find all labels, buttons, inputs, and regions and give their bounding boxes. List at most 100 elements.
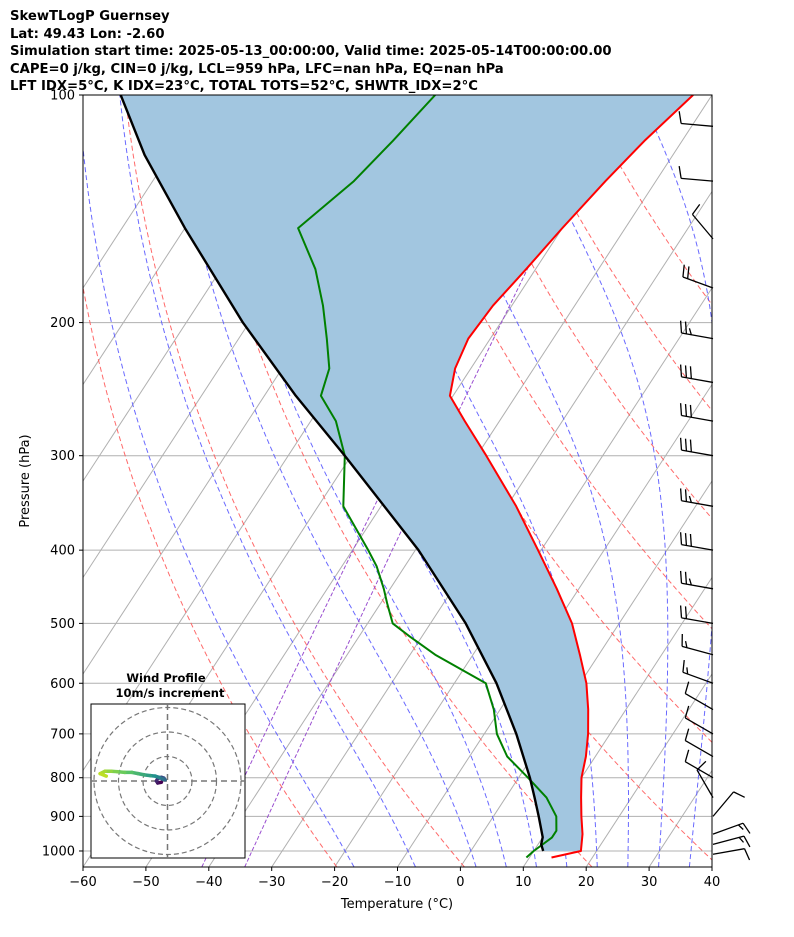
barb-staff: [681, 582, 714, 590]
barb-feather: [684, 365, 688, 378]
moist-adiabat-line: [119, 95, 416, 867]
dewpoint-line: [297, 95, 558, 859]
x-tick-label: 30: [641, 875, 658, 890]
barb-staff: [682, 276, 714, 289]
barb-feather: [689, 404, 692, 418]
wind-barb: [679, 437, 714, 457]
cape-line: CAPE=0 j/kg, CIN=0 j/kg, LCL=959 hPa, LF…: [10, 61, 504, 77]
y-tick-label: 300: [50, 449, 75, 464]
barb-feather: [688, 328, 692, 335]
hodograph-segment: [98, 771, 108, 778]
x-tick-label: −10: [384, 875, 411, 890]
wind-barb: [696, 760, 714, 798]
barb-staff: [712, 848, 745, 855]
barb-feather: [679, 320, 683, 334]
barb-staff: [681, 543, 714, 551]
barb-staff: [684, 739, 714, 758]
dry-adiabat-line: [124, 95, 465, 867]
wind-barb: [712, 791, 745, 817]
barb-feather: [684, 749, 690, 762]
barb-feather: [738, 836, 745, 843]
barb-feather: [679, 532, 683, 545]
barb-feather: [684, 321, 688, 334]
x-tick-label: −50: [132, 875, 159, 890]
barb-staff: [684, 692, 714, 711]
x-tick-label: −60: [69, 875, 96, 890]
barb-staff: [684, 761, 714, 779]
hodograph-plot: [91, 704, 245, 858]
barb-staff: [681, 414, 714, 422]
y-tick-label: 700: [50, 727, 75, 742]
wind-barb: [678, 166, 714, 182]
barb-staff: [684, 717, 714, 735]
dry-adiabat-line: [515, 95, 712, 412]
barb-feather: [684, 489, 688, 502]
wind-barb: [682, 659, 714, 684]
wind-barb: [712, 835, 751, 848]
index-line: LFT IDX=5°C, K IDX=23°C, TOTAL TOTS=52°C…: [10, 79, 478, 95]
barb-staff: [681, 332, 714, 340]
location-line: Lat: 49.43 Lon: -2.60: [10, 26, 165, 42]
isotherm-line: [585, 673, 712, 867]
y-tick-label: 200: [50, 316, 75, 331]
y-axis-label: Pressure (hPa): [18, 434, 33, 527]
moist-adiabat-line: [169, 95, 477, 867]
y-tick-label: 1000: [42, 844, 75, 859]
barb-feather: [679, 605, 683, 618]
barb-feather: [684, 681, 690, 694]
barb-staff: [681, 449, 714, 457]
isotherm-line: [334, 287, 712, 867]
barb-staff: [681, 177, 714, 182]
wind-barb: [679, 570, 714, 590]
isotherm-line: [648, 769, 712, 867]
barb-feather: [684, 438, 688, 452]
barb-feather: [737, 824, 744, 830]
hodograph-title: Wind Profile: [126, 671, 206, 685]
y-tick-label: 100: [50, 89, 75, 104]
moist-adiabat-line: [83, 142, 355, 867]
barb-staff: [681, 617, 714, 625]
chart-title: SkewTLogP Guernsey: [10, 9, 170, 24]
y-tick-label: 500: [50, 617, 75, 632]
wind-barb: [684, 728, 714, 758]
chart-header: SkewTLogP Guernsey Lat: 49.43 Lon: -2.60…: [10, 8, 612, 96]
barb-feather: [686, 667, 689, 675]
isotherm-line: [711, 866, 712, 867]
x-tick-label: 0: [456, 875, 464, 890]
barb-feather: [743, 835, 751, 848]
wind-barb: [678, 111, 714, 127]
barb-feather: [691, 203, 701, 215]
x-tick-label: −40: [195, 875, 222, 890]
wind-barb: [679, 605, 714, 625]
wind-barb: [681, 634, 714, 656]
wind-barb: [679, 532, 714, 551]
barb-feather: [684, 641, 688, 648]
barb-feather: [733, 791, 745, 798]
barb-staff: [712, 822, 744, 835]
barb-staff: [696, 769, 714, 798]
barb-feather: [684, 533, 688, 546]
barb-feather: [689, 533, 692, 547]
barb-feather: [684, 404, 688, 417]
dry-adiabat-line: [450, 95, 712, 520]
wind-barb: [682, 264, 714, 289]
barb-feather: [679, 488, 683, 501]
parcel-line: [119, 95, 545, 852]
wind-barb: [691, 203, 714, 240]
barb-feather: [689, 439, 692, 452]
barb-feather: [678, 166, 682, 179]
y-tick-label: 900: [50, 810, 75, 825]
wind-barb: [712, 848, 751, 861]
barb-feather: [679, 364, 683, 377]
cin-shaded-area: [120, 95, 694, 851]
barb-feather: [742, 822, 751, 834]
wind-barb: [679, 364, 714, 384]
y-tick-label: 600: [50, 677, 75, 692]
dry-adiabat-line: [83, 284, 338, 867]
hodograph-subtitle: 10m/s increment: [116, 686, 225, 700]
barb-feather: [679, 437, 683, 451]
barb-feather: [688, 495, 692, 503]
moist-adiabat-line: [341, 95, 598, 867]
